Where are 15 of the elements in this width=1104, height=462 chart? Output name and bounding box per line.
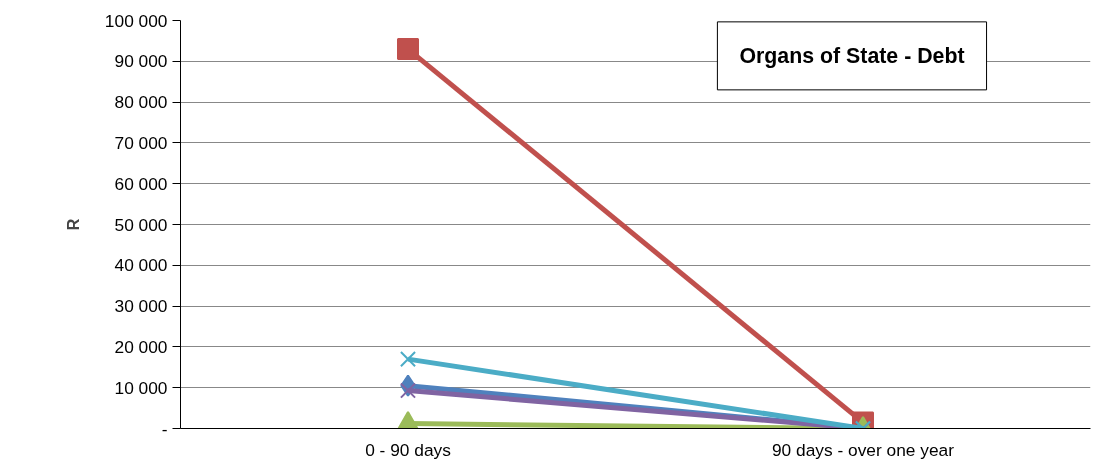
y-tick-label: 60 000 <box>114 173 168 194</box>
y-tick-label: 10 000 <box>114 377 168 398</box>
x-tick-label: 90 days - over one year <box>771 439 955 460</box>
y-tick-label: 100 000 <box>104 10 168 31</box>
y-tick-label: 90 000 <box>114 51 168 72</box>
text: Organs of State - Debt <box>739 43 965 68</box>
y-tick-label: 30 000 <box>114 296 168 317</box>
y-tick-label: 80 000 <box>114 92 168 113</box>
y-tick-label: - <box>161 418 168 439</box>
x-tick-label: 0 - 90 days <box>365 439 452 460</box>
y-tick-label: 50 000 <box>114 214 168 235</box>
y-axis-title: R <box>64 218 82 231</box>
y-tick-label: 70 000 <box>114 132 168 153</box>
y-tick-label: 20 000 <box>114 336 168 357</box>
y-tick-label: 40 000 <box>114 255 168 276</box>
